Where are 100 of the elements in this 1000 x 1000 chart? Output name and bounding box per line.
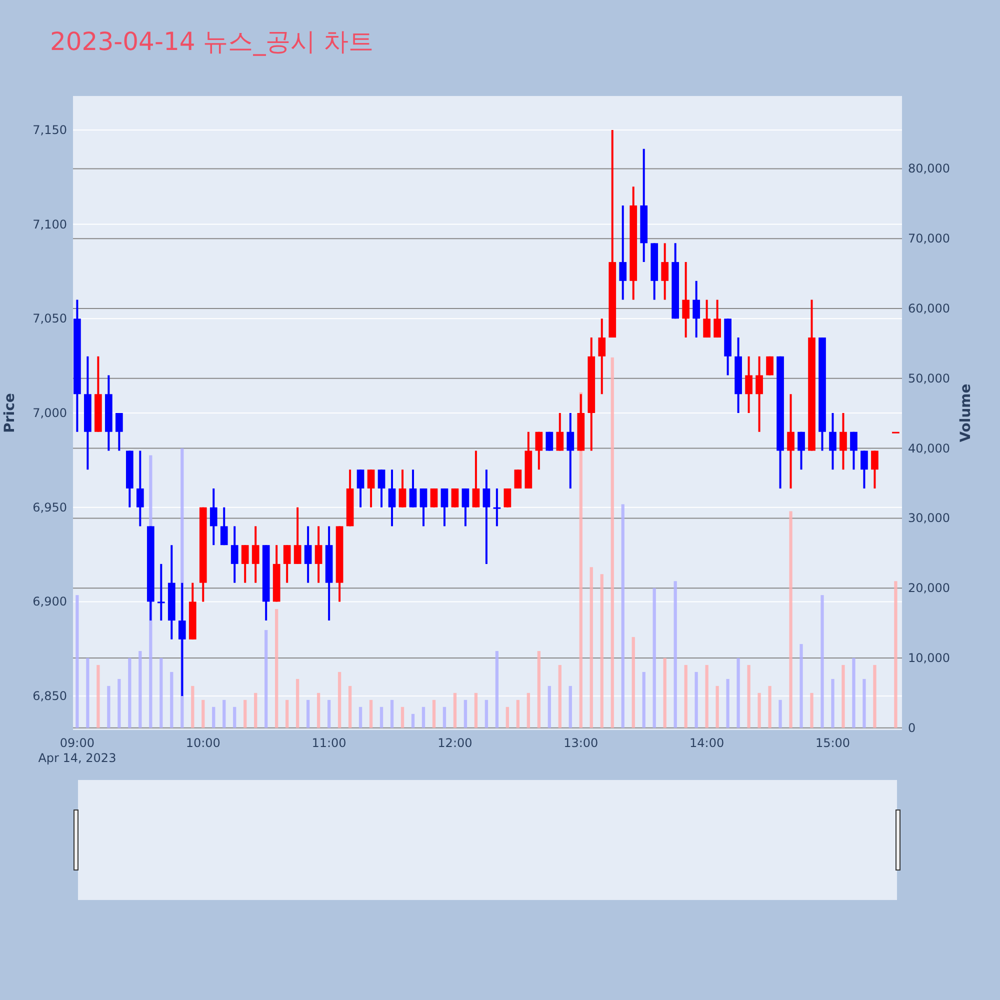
bar <box>390 700 394 728</box>
bar <box>663 658 666 728</box>
text: Apr 14, 2023 <box>38 751 116 765</box>
candlestick <box>241 544 249 584</box>
bar <box>128 658 132 728</box>
bar <box>684 664 688 728</box>
candlestick <box>472 450 480 508</box>
bar <box>422 706 426 728</box>
candlestick <box>252 525 260 584</box>
candlestick <box>136 450 144 528</box>
bar <box>495 651 499 728</box>
bar <box>652 588 656 728</box>
bar <box>548 686 551 728</box>
bar <box>191 686 194 728</box>
candlestick <box>462 487 470 528</box>
bar <box>202 700 205 728</box>
x-tick-label: 15:00 <box>815 736 850 750</box>
candlestick <box>556 412 564 452</box>
candlestick <box>566 412 574 490</box>
bar <box>474 692 478 728</box>
y-axis-title: Price <box>2 393 18 433</box>
bar <box>894 581 898 728</box>
candlestick <box>210 487 218 546</box>
candlestick <box>787 393 794 490</box>
x-tick-label: 13:00 <box>564 736 598 750</box>
bar <box>264 630 268 728</box>
candlestick <box>514 468 522 490</box>
y-tick-label: 6,950 <box>32 500 67 514</box>
candlestick <box>440 487 448 528</box>
bar <box>558 664 562 728</box>
chart-title: 2023-04-14 뉴스_공시 차트 <box>50 27 374 56</box>
bar <box>160 658 163 728</box>
candlestick <box>493 487 501 528</box>
bar <box>852 658 856 728</box>
bar <box>778 700 782 728</box>
y2-tick-label: 30,000 <box>908 511 950 526</box>
candlestick <box>504 487 512 508</box>
bar <box>621 504 624 728</box>
bar <box>726 678 730 728</box>
x-tick-label: 14:00 <box>690 736 724 750</box>
candlestick <box>840 412 847 471</box>
candlestick <box>703 298 710 339</box>
y2-tick-label: 10,000 <box>908 651 950 665</box>
y-tick-label: 7,100 <box>32 217 67 232</box>
bar <box>862 678 866 728</box>
bar <box>118 678 121 728</box>
bar <box>306 700 310 728</box>
bar <box>432 700 436 728</box>
bar <box>76 595 79 728</box>
candlestick <box>798 430 805 471</box>
candlestick <box>388 468 396 528</box>
bar <box>642 672 646 728</box>
bar <box>442 706 446 728</box>
bar <box>736 658 740 728</box>
bar <box>526 692 530 728</box>
candlestick <box>860 450 868 490</box>
candlestick <box>451 487 459 508</box>
bar <box>768 686 772 728</box>
y2-tick-label: 80,000 <box>908 162 950 176</box>
candlestick <box>283 544 291 584</box>
bar <box>275 609 278 728</box>
candlestick <box>409 468 417 508</box>
y-tick-label: 7,050 <box>32 312 67 326</box>
candlestick <box>314 525 322 584</box>
bar <box>705 664 708 728</box>
candlestick <box>745 355 752 414</box>
bar <box>758 692 761 728</box>
bar <box>348 686 352 728</box>
bar <box>453 692 457 728</box>
candlestick <box>619 204 627 301</box>
bar <box>800 644 803 728</box>
bar <box>484 700 488 728</box>
x-tick-label: 09:00 <box>60 736 94 750</box>
candlestick <box>230 525 238 584</box>
bar <box>820 595 824 728</box>
bar <box>244 700 247 728</box>
candlestick <box>661 242 669 301</box>
candlestick <box>692 280 700 339</box>
candlestick <box>294 506 302 565</box>
bar <box>506 706 510 728</box>
y2-tick-label: 0 <box>908 720 916 735</box>
y-tick-label: 6,900 <box>32 594 67 609</box>
x-tick-label: 12:00 <box>438 736 472 750</box>
bar <box>516 700 520 728</box>
candlestick <box>482 468 490 565</box>
bar <box>296 678 300 728</box>
bar <box>716 686 719 728</box>
y2-tick-label: 40,000 <box>908 441 950 456</box>
candlestick <box>116 412 123 452</box>
candlestick <box>714 298 721 339</box>
bar <box>632 637 635 728</box>
candlestick <box>220 506 228 546</box>
bar <box>810 692 814 728</box>
candlestick <box>430 487 438 508</box>
candlestick <box>420 487 428 528</box>
bar <box>873 664 876 728</box>
bar <box>285 700 289 728</box>
bar <box>222 700 226 728</box>
candlestick <box>356 468 364 508</box>
candlestick <box>756 355 763 433</box>
